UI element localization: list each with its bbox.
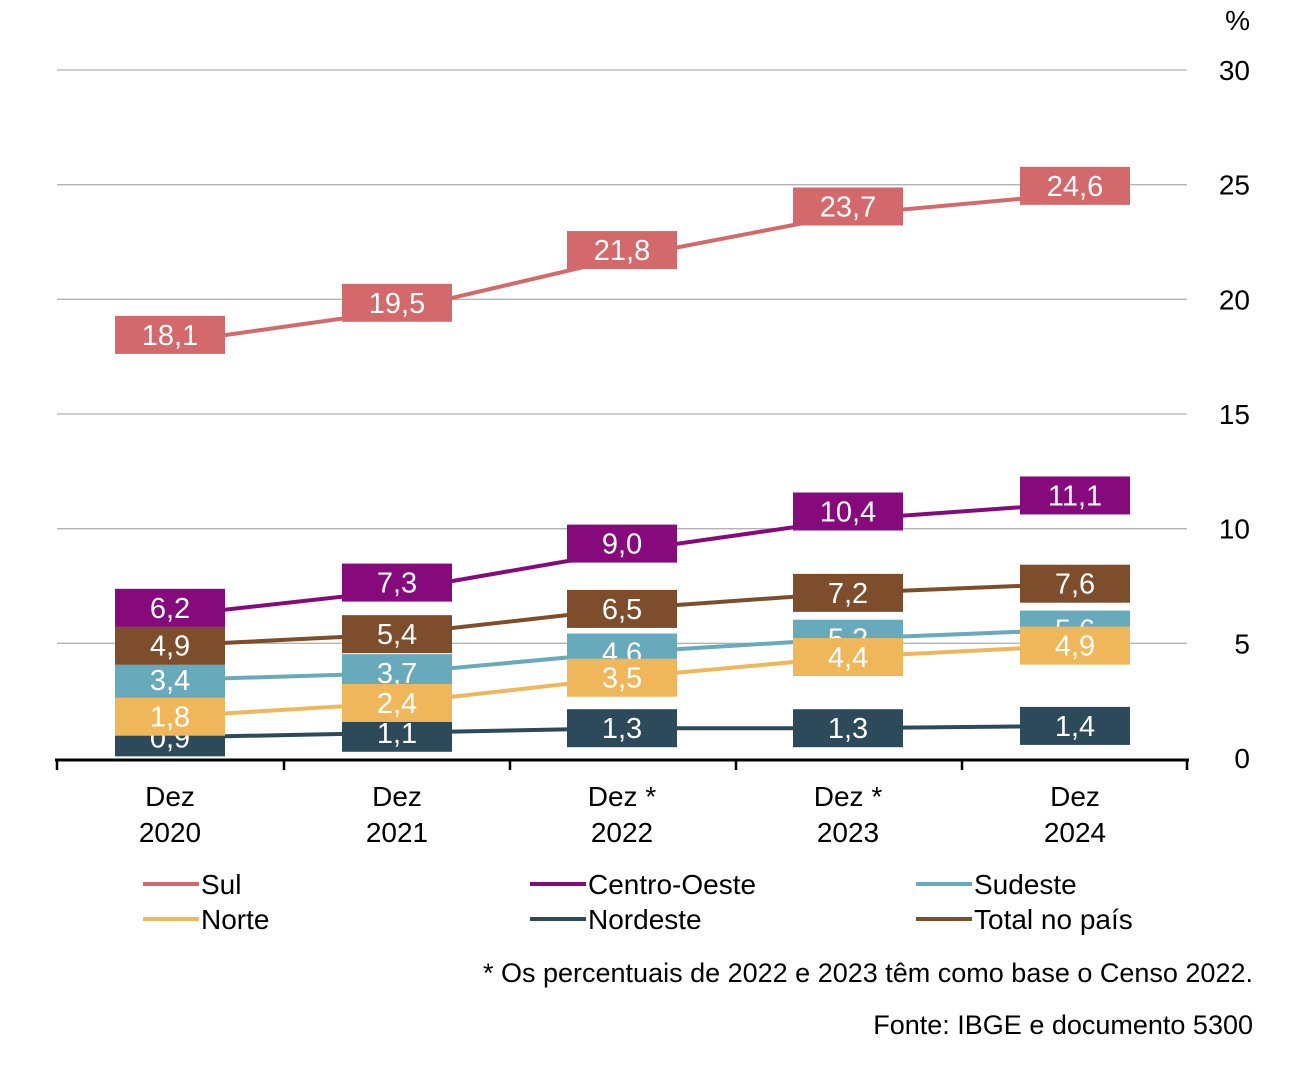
y-tick-label: 15 (1219, 399, 1250, 430)
data-label-box-centro-oeste (567, 524, 677, 563)
data-label-centro-oeste: 10,4 (820, 496, 876, 528)
data-label-norte: 4,9 (1055, 631, 1095, 663)
data-label-box-sul (115, 315, 225, 354)
x-tick-label: 2021 (366, 817, 428, 848)
x-tick-label: 2022 (591, 817, 653, 848)
y-unit-label: % (1225, 5, 1250, 36)
data-label-box-nordeste (1020, 706, 1130, 745)
data-label-sul: 24,6 (1047, 171, 1103, 203)
x-tick-label: Dez (145, 781, 195, 812)
data-label-sul: 23,7 (820, 191, 876, 223)
legend-label-sul: Sul (201, 869, 241, 900)
data-label-box-total-no-pa-s (793, 573, 903, 612)
y-tick-label: 10 (1219, 514, 1250, 545)
legend-label-nordeste: Nordeste (588, 904, 702, 935)
data-label-box-sul (793, 187, 903, 226)
data-label-centro-oeste: 9,0 (602, 529, 642, 561)
legend-label-centro-oeste: Centro-Oeste (588, 869, 756, 900)
x-tick-label: Dez * (588, 781, 657, 812)
footnote: * Os percentuais de 2022 e 2023 têm como… (482, 958, 1253, 988)
data-label-total-no-pa-s: 4,9 (150, 631, 190, 663)
data-label-box-norte (793, 638, 903, 677)
x-tick-label: Dez (1050, 781, 1100, 812)
data-label-sul: 18,1 (142, 320, 198, 352)
source-note: Fonte: IBGE e documento 5300 (873, 1010, 1253, 1040)
data-label-box-nordeste (793, 709, 903, 748)
data-label-centro-oeste: 7,3 (377, 568, 417, 600)
data-label-nordeste: 1,3 (602, 713, 642, 745)
legend-label-total-no-pa-s: Total no país (974, 904, 1133, 935)
x-tick-label: Dez * (814, 781, 883, 812)
y-tick-label: 5 (1234, 628, 1250, 659)
data-label-nordeste: 1,4 (1055, 711, 1095, 743)
y-tick-label: 25 (1219, 170, 1250, 201)
data-label-sul: 21,8 (594, 235, 650, 267)
data-label-nordeste: 1,1 (377, 718, 417, 750)
data-label-box-centro-oeste (342, 563, 452, 602)
line-chart: 0 5 10 15 20 25 30% Dez 2020 Dez 2021 Dez * 2022 Dez … (55, 5, 1250, 935)
data-label-box-centro-oeste (793, 492, 903, 531)
x-tick-label: 2023 (817, 817, 879, 848)
data-label-norte: 2,4 (377, 688, 417, 720)
data-label-box-sul (342, 283, 452, 322)
data-label-sudeste: 3,4 (150, 665, 190, 697)
y-tick-label: 0 (1234, 743, 1250, 774)
data-label-box-total-no-pa-s (115, 626, 225, 665)
data-label-norte: 3,5 (602, 663, 642, 695)
data-label-box-sudeste (115, 661, 225, 700)
data-label-centro-oeste: 11,1 (1048, 480, 1102, 512)
data-label-total-no-pa-s: 7,6 (1055, 569, 1095, 601)
data-label-box-norte (1020, 626, 1130, 665)
data-label-norte: 4,4 (828, 642, 868, 674)
data-label-total-no-pa-s: 5,4 (377, 619, 417, 651)
legend-label-norte: Norte (201, 904, 269, 935)
data-label-box-norte (567, 658, 677, 697)
data-label-total-no-pa-s: 6,5 (602, 594, 642, 626)
data-label-box-sul (1020, 166, 1130, 205)
data-label-sul: 19,5 (369, 288, 425, 320)
data-label-box-norte (342, 683, 452, 722)
x-tick-label: 2024 (1044, 817, 1106, 848)
x-tick-label: 2020 (139, 817, 201, 848)
data-label-total-no-pa-s: 7,2 (828, 578, 868, 610)
data-label-centro-oeste: 6,2 (150, 593, 190, 625)
data-label-box-total-no-pa-s (1020, 564, 1130, 603)
legend-label-sudeste: Sudeste (974, 869, 1077, 900)
data-label-norte: 1,8 (150, 702, 190, 734)
x-tick-label: Dez (372, 781, 422, 812)
data-label-box-total-no-pa-s (342, 615, 452, 654)
data-label-nordeste: 1,3 (828, 713, 868, 745)
data-label-box-norte (115, 697, 225, 736)
data-label-box-centro-oeste (115, 588, 225, 627)
data-label-box-total-no-pa-s (567, 589, 677, 628)
data-label-box-centro-oeste (1020, 476, 1130, 515)
y-tick-label: 20 (1219, 284, 1250, 315)
y-tick-label: 30 (1219, 55, 1250, 86)
data-label-box-nordeste (567, 709, 677, 748)
data-label-box-sul (567, 231, 677, 270)
